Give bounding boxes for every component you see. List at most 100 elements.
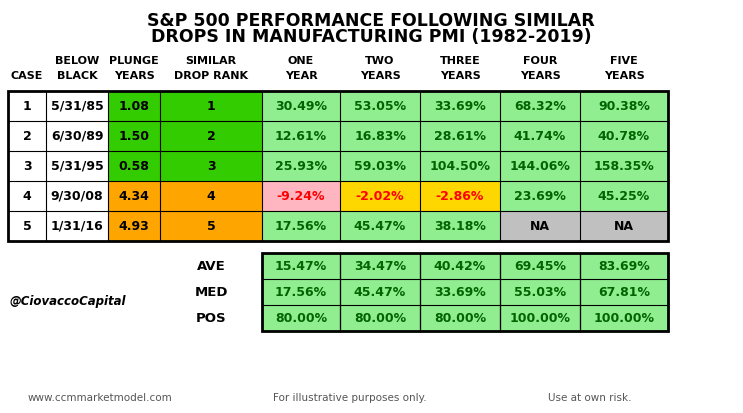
Bar	[420, 211, 500, 241]
Bar	[262, 305, 340, 331]
Text: THREE: THREE	[440, 56, 481, 66]
Bar	[108, 181, 160, 211]
Bar	[420, 181, 500, 211]
Bar	[580, 279, 668, 305]
Bar	[340, 211, 420, 241]
Text: POS: POS	[195, 311, 227, 325]
Text: 2: 2	[207, 130, 215, 142]
Bar	[580, 91, 668, 121]
Text: YEARS: YEARS	[440, 71, 481, 81]
Bar	[262, 253, 340, 279]
Text: AVE: AVE	[197, 259, 225, 273]
Text: 5/31/85: 5/31/85	[51, 100, 103, 112]
Text: BELOW: BELOW	[55, 56, 99, 66]
Bar	[420, 121, 500, 151]
Bar	[262, 181, 340, 211]
Bar	[500, 211, 580, 241]
Text: 15.47%: 15.47%	[275, 259, 327, 273]
Text: -9.24%: -9.24%	[276, 190, 325, 202]
Text: 45.47%: 45.47%	[354, 285, 406, 299]
Text: NA: NA	[530, 219, 550, 233]
Text: ONE: ONE	[288, 56, 314, 66]
Text: 100.00%: 100.00%	[594, 311, 655, 325]
Bar	[340, 305, 420, 331]
Text: 5: 5	[22, 219, 31, 233]
Text: 144.06%: 144.06%	[510, 159, 571, 173]
Bar	[500, 305, 580, 331]
Bar	[262, 91, 340, 121]
Text: 53.05%: 53.05%	[354, 100, 406, 112]
Bar	[8, 91, 668, 241]
Text: 83.69%: 83.69%	[598, 259, 650, 273]
Text: 16.83%: 16.83%	[354, 130, 406, 142]
Text: 80.00%: 80.00%	[354, 311, 406, 325]
Text: -2.86%: -2.86%	[436, 190, 484, 202]
Text: 23.69%: 23.69%	[514, 190, 566, 202]
Text: 40.78%: 40.78%	[598, 130, 650, 142]
Bar	[262, 151, 340, 181]
Text: 2: 2	[22, 130, 31, 142]
Bar	[108, 151, 160, 181]
Text: YEARS: YEARS	[603, 71, 644, 81]
Text: 4: 4	[22, 190, 31, 202]
Text: NA: NA	[614, 219, 634, 233]
Text: BLACK: BLACK	[56, 71, 97, 81]
Text: YEAR: YEAR	[285, 71, 317, 81]
Text: 1.08: 1.08	[119, 100, 149, 112]
Bar	[262, 253, 668, 331]
Bar	[262, 253, 668, 331]
Text: CASE: CASE	[11, 71, 43, 81]
Text: For illustrative purposes only.: For illustrative purposes only.	[273, 393, 426, 403]
Text: 45.25%: 45.25%	[598, 190, 650, 202]
Bar	[420, 91, 500, 121]
Text: -2.02%: -2.02%	[356, 190, 404, 202]
Text: 80.00%: 80.00%	[434, 311, 486, 325]
Bar	[500, 279, 580, 305]
Text: 5: 5	[207, 219, 215, 233]
Bar	[500, 181, 580, 211]
Bar	[262, 279, 340, 305]
Text: PLUNGE: PLUNGE	[109, 56, 159, 66]
Bar	[580, 121, 668, 151]
Bar	[500, 91, 580, 121]
Bar	[420, 151, 500, 181]
Text: 1: 1	[207, 100, 215, 112]
Bar	[160, 151, 262, 181]
Bar	[580, 305, 668, 331]
Text: @CiovaccoCapital: @CiovaccoCapital	[10, 295, 126, 309]
Bar	[580, 151, 668, 181]
Bar	[340, 181, 420, 211]
Bar	[420, 253, 500, 279]
Bar	[340, 91, 420, 121]
Bar	[340, 253, 420, 279]
Bar	[420, 279, 500, 305]
Text: 6/30/89: 6/30/89	[51, 130, 103, 142]
Bar	[160, 211, 262, 241]
Bar	[262, 121, 340, 151]
Bar	[580, 253, 668, 279]
Text: 41.74%: 41.74%	[514, 130, 566, 142]
Bar	[160, 181, 262, 211]
Text: 28.61%: 28.61%	[434, 130, 486, 142]
Text: SIMILAR: SIMILAR	[186, 56, 236, 66]
Text: YEARS: YEARS	[360, 71, 400, 81]
Text: DROP RANK: DROP RANK	[174, 71, 248, 81]
Bar	[340, 121, 420, 151]
Text: 3: 3	[207, 159, 215, 173]
Text: www.ccmmarketmodel.com: www.ccmmarketmodel.com	[27, 393, 172, 403]
Text: 69.45%: 69.45%	[514, 259, 566, 273]
Text: 38.18%: 38.18%	[434, 219, 486, 233]
Text: 4.34: 4.34	[119, 190, 149, 202]
Text: 12.61%: 12.61%	[275, 130, 327, 142]
Text: 40.42%: 40.42%	[434, 259, 486, 273]
Bar	[340, 151, 420, 181]
Text: S&P 500 PERFORMANCE FOLLOWING SIMILAR: S&P 500 PERFORMANCE FOLLOWING SIMILAR	[147, 12, 595, 30]
Text: YEARS: YEARS	[114, 71, 155, 81]
Bar	[580, 211, 668, 241]
Bar	[340, 279, 420, 305]
Bar	[160, 91, 262, 121]
Text: 1/31/16: 1/31/16	[51, 219, 103, 233]
Text: 67.81%: 67.81%	[598, 285, 650, 299]
Bar	[108, 211, 160, 241]
Bar	[262, 211, 340, 241]
